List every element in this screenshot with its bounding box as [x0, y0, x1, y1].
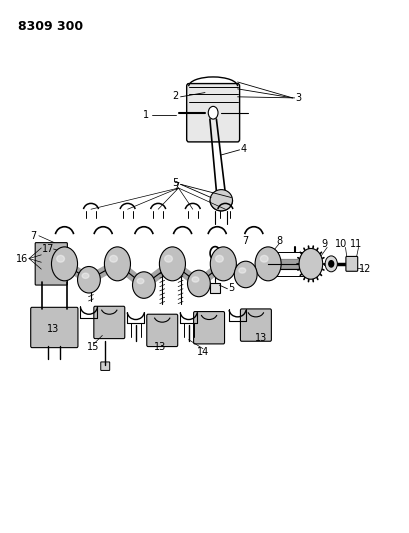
Text: 15: 15 [87, 342, 99, 352]
Text: 8: 8 [275, 236, 281, 246]
Text: 13: 13 [47, 324, 59, 334]
FancyBboxPatch shape [240, 309, 271, 341]
Text: 10: 10 [334, 239, 346, 249]
Text: 17: 17 [42, 244, 54, 254]
Ellipse shape [82, 273, 89, 278]
Text: 5: 5 [228, 282, 234, 293]
Ellipse shape [215, 255, 223, 262]
Ellipse shape [209, 190, 232, 211]
Text: 7: 7 [242, 236, 248, 246]
Text: 5: 5 [172, 178, 178, 188]
Circle shape [208, 107, 218, 119]
Text: 16: 16 [16, 254, 29, 263]
Text: 1: 1 [143, 110, 148, 120]
Ellipse shape [109, 255, 117, 262]
FancyBboxPatch shape [35, 243, 67, 285]
Ellipse shape [238, 268, 245, 273]
Ellipse shape [52, 247, 77, 281]
Ellipse shape [137, 278, 144, 284]
Text: 2: 2 [172, 91, 178, 101]
Text: 3: 3 [295, 93, 301, 103]
Ellipse shape [191, 277, 198, 282]
Ellipse shape [104, 247, 130, 281]
Ellipse shape [298, 248, 322, 279]
Ellipse shape [254, 247, 281, 281]
Ellipse shape [132, 272, 155, 298]
Text: 13: 13 [254, 333, 267, 343]
Text: 7: 7 [173, 182, 179, 192]
Ellipse shape [77, 266, 100, 293]
FancyBboxPatch shape [31, 308, 78, 348]
Text: 4: 4 [240, 144, 246, 154]
Ellipse shape [210, 247, 236, 281]
FancyBboxPatch shape [146, 314, 177, 346]
FancyBboxPatch shape [345, 256, 357, 271]
FancyBboxPatch shape [193, 312, 224, 344]
Ellipse shape [187, 270, 210, 297]
Text: 13: 13 [154, 342, 166, 352]
FancyBboxPatch shape [210, 284, 220, 293]
Ellipse shape [324, 256, 337, 272]
Text: 7: 7 [30, 231, 36, 241]
Text: 9: 9 [321, 239, 326, 249]
Text: 11: 11 [349, 239, 361, 249]
Ellipse shape [164, 255, 172, 262]
Circle shape [328, 261, 333, 267]
Text: 14: 14 [196, 348, 209, 358]
Ellipse shape [260, 255, 267, 262]
FancyBboxPatch shape [101, 362, 110, 370]
Ellipse shape [159, 247, 185, 281]
Ellipse shape [56, 255, 64, 262]
FancyBboxPatch shape [94, 306, 124, 338]
Ellipse shape [234, 261, 256, 288]
FancyBboxPatch shape [186, 84, 239, 142]
Text: 12: 12 [358, 264, 370, 274]
Text: 8309 300: 8309 300 [18, 20, 83, 33]
